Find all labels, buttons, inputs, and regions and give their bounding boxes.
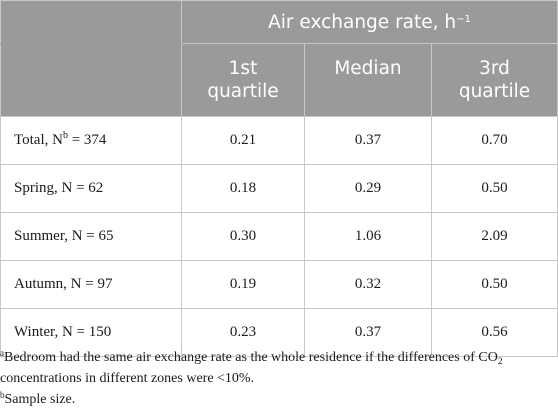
header-row-group: Air exchange rate, h−1: [0, 0, 558, 44]
footnote-b: bSample size.: [0, 389, 503, 410]
footnote-a-continued: concentrations in different zones were <…: [0, 371, 255, 386]
table-footnotes: aBedroom had the same air exchange rate …: [0, 347, 503, 410]
cell-first-quartile: 0.18: [181, 164, 305, 213]
header-group-label: Air exchange rate, h: [268, 11, 457, 33]
cell-third-quartile: 0.50: [430, 164, 558, 213]
row-label: Autumn, N = 97: [0, 260, 182, 309]
cell-median: 0.37: [304, 308, 432, 357]
cell-third-quartile: 0.56: [430, 308, 558, 357]
cell-first-quartile: 0.30: [181, 212, 305, 261]
header-corner-cell-lower: [0, 43, 182, 117]
row-label: Winter, N = 150: [0, 308, 182, 357]
footnote-a: aBedroom had the same air exchange rate …: [0, 347, 503, 368]
column-header-first-quartile: 1st quartile: [181, 43, 305, 117]
row-label: Spring, N = 62: [0, 164, 182, 213]
row-label: Total, Nb = 374: [0, 116, 182, 165]
table-row: Winter, N = 150 0.23 0.37 0.56: [0, 308, 558, 357]
cell-first-quartile: 0.19: [181, 260, 305, 309]
table-row: Summer, N = 65 0.30 1.06 2.09: [0, 212, 558, 261]
footnote-mark: b: [0, 390, 5, 400]
footnote-mark: b: [62, 130, 68, 141]
cell-third-quartile: 0.50: [430, 260, 558, 309]
footnote-a-text: Bedroom had the same air exchange rate a…: [4, 350, 498, 365]
cell-median: 1.06: [304, 212, 432, 261]
column-header-line: quartile: [458, 81, 531, 102]
footnote-subscript: 2: [497, 357, 503, 367]
header-air-exchange-rate: Air exchange rate, h−1: [180, 0, 558, 44]
header-row-columns: 1st quartile Median 3rd quartile: [0, 43, 558, 117]
footnote-b-text: Sample size.: [4, 392, 76, 407]
cell-median: 0.32: [304, 260, 432, 309]
cell-third-quartile: 0.70: [430, 116, 558, 165]
table-row: Total, Nb = 374 0.21 0.37 0.70: [0, 116, 558, 165]
air-exchange-table: Air exchange rate, h−1 1st quartile Medi…: [0, 0, 558, 357]
header-corner-cell: [0, 0, 182, 44]
cell-first-quartile: 0.21: [181, 116, 305, 165]
cell-third-quartile: 2.09: [430, 212, 558, 261]
row-label-text: = 374: [67, 132, 107, 148]
column-header-line: quartile: [207, 81, 279, 102]
column-header-line: Median: [334, 58, 402, 79]
row-label: Summer, N = 65: [0, 212, 182, 261]
column-header-line: 1st: [228, 58, 258, 79]
header-unit-superscript: −1: [456, 13, 471, 25]
table-row: Autumn, N = 97 0.19 0.32 0.50: [0, 260, 558, 309]
cell-median: 0.37: [304, 116, 432, 165]
column-header-median: Median: [304, 43, 432, 117]
column-header-third-quartile: 3rd quartile: [430, 43, 558, 117]
column-header-line: 3rd: [479, 58, 510, 79]
cell-median: 0.29: [304, 164, 432, 213]
cell-first-quartile: 0.23: [181, 308, 305, 357]
table-row: Spring, N = 62 0.18 0.29 0.50: [0, 164, 558, 213]
row-label-text: Total, N: [14, 132, 63, 148]
footnote-mark: a: [0, 348, 4, 358]
